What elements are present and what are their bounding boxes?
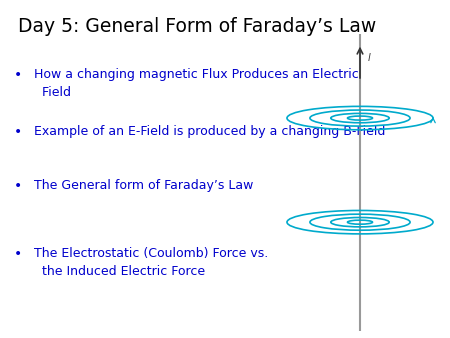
Text: •: • [14, 125, 22, 139]
Text: •: • [14, 247, 22, 261]
Text: •: • [14, 68, 22, 81]
Text: $l$: $l$ [367, 51, 372, 63]
Text: Example of an E-Field is produced by a changing B-Field: Example of an E-Field is produced by a c… [34, 125, 385, 138]
Text: Day 5: General Form of Faraday’s Law: Day 5: General Form of Faraday’s Law [18, 17, 376, 36]
Text: The Electrostatic (Coulomb) Force vs.
  the Induced Electric Force: The Electrostatic (Coulomb) Force vs. th… [34, 247, 268, 278]
Text: The General form of Faraday’s Law: The General form of Faraday’s Law [34, 179, 253, 192]
Text: How a changing magnetic Flux Produces an Electric
  Field: How a changing magnetic Flux Produces an… [34, 68, 359, 99]
Text: •: • [14, 179, 22, 193]
